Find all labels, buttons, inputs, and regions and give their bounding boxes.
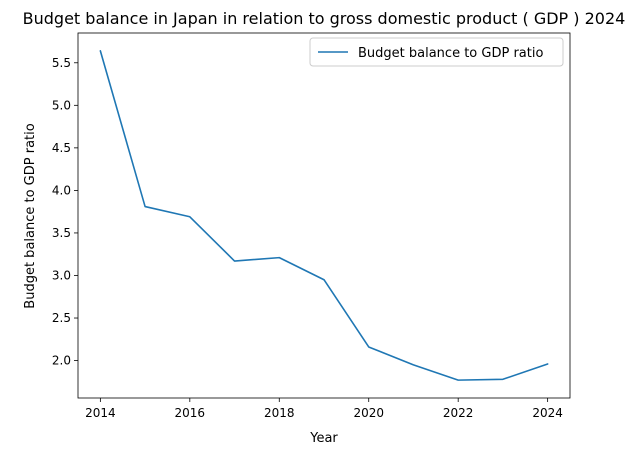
y-tick-label: 5.5 <box>52 56 71 70</box>
y-tick-label: 4.0 <box>52 183 71 197</box>
x-tick-label: 2014 <box>85 406 116 420</box>
plot-frame <box>77 32 571 399</box>
series-line <box>99 50 549 381</box>
y-tick-label: 3.5 <box>52 226 71 240</box>
y-tick-label: 2.0 <box>52 354 71 368</box>
x-axis-label: Year <box>309 431 338 446</box>
data-series <box>99 50 549 381</box>
x-tick-label: 2016 <box>175 406 206 420</box>
x-tick-label: 2018 <box>264 406 295 420</box>
y-tick-label: 5.0 <box>52 98 71 112</box>
y-axis-label: Budget balance to GDP ratio <box>23 123 38 308</box>
legend-box <box>309 37 564 67</box>
chart-title: Budget balance in Japan in relation to g… <box>23 9 626 28</box>
y-axis-ticks: 2.0 2.5 3.0 3.5 4.0 4.5 5.0 5.5 <box>52 56 78 368</box>
x-tick-label: 2022 <box>443 406 474 420</box>
x-tick-label: 2020 <box>353 406 384 420</box>
y-tick-label: 3.0 <box>52 268 71 282</box>
x-axis-ticks: 2014 2016 2018 2020 2022 2024 <box>85 398 563 420</box>
y-tick-label: 2.5 <box>52 311 71 325</box>
legend-label: Budget balance to GDP ratio <box>358 46 543 61</box>
x-tick-label: 2024 <box>532 406 563 420</box>
plot-area <box>78 33 570 398</box>
legend: Budget balance to GDP ratio <box>309 37 564 67</box>
y-tick-label: 4.5 <box>52 141 71 155</box>
